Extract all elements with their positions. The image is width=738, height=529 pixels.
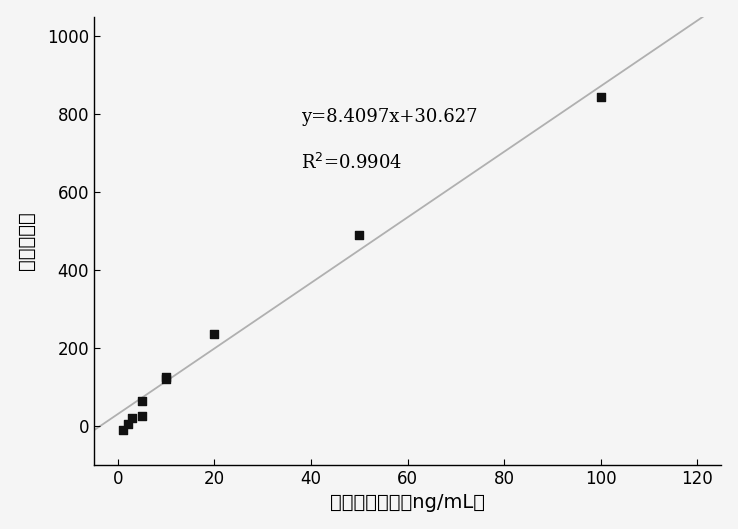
Point — [160, 373, 172, 381]
Point — [122, 419, 134, 428]
Text: y=8.4097x+30.627: y=8.4097x+30.627 — [301, 108, 477, 126]
Point — [126, 414, 138, 422]
Point — [595, 93, 607, 101]
Point — [136, 412, 148, 421]
Point — [354, 231, 365, 239]
Y-axis label: 相对荧光值: 相对荧光值 — [17, 212, 35, 270]
X-axis label: 卡那霉素浓度（ng/mL）: 卡那霉素浓度（ng/mL） — [330, 494, 485, 512]
Text: R$^2$=0.9904: R$^2$=0.9904 — [301, 152, 403, 172]
Point — [160, 375, 172, 384]
Point — [209, 330, 221, 339]
Point — [136, 396, 148, 405]
Point — [117, 426, 128, 434]
